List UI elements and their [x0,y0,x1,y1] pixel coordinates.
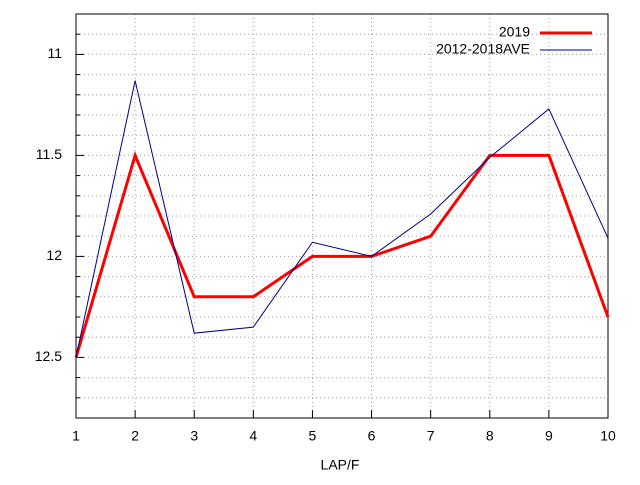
legend-label: 2012-2018AVE [436,41,530,57]
x-tick-label: 5 [309,428,317,444]
x-axis-label: LAP/F [321,457,360,473]
x-tick-label: 3 [190,428,198,444]
series-line [75,80,609,358]
y-tick-label: 12 [46,247,62,263]
x-tick-label: 6 [368,428,376,444]
plot-frame [75,13,609,419]
series-line [74,150,610,358]
y-tick-label: 11 [47,45,62,61]
x-tick-label: 4 [249,428,257,444]
x-tick-label: 7 [427,428,435,444]
x-tick-label: 10 [600,428,616,444]
legend-label: 2019 [499,24,530,40]
x-tick-label: 8 [486,428,494,444]
x-tick-label: 2 [131,428,139,444]
x-tick-label: 9 [545,428,553,444]
x-tick-label: 1 [72,428,80,444]
y-tick-label: 12.5 [35,348,62,364]
y-tick-label: 11.5 [36,146,62,162]
